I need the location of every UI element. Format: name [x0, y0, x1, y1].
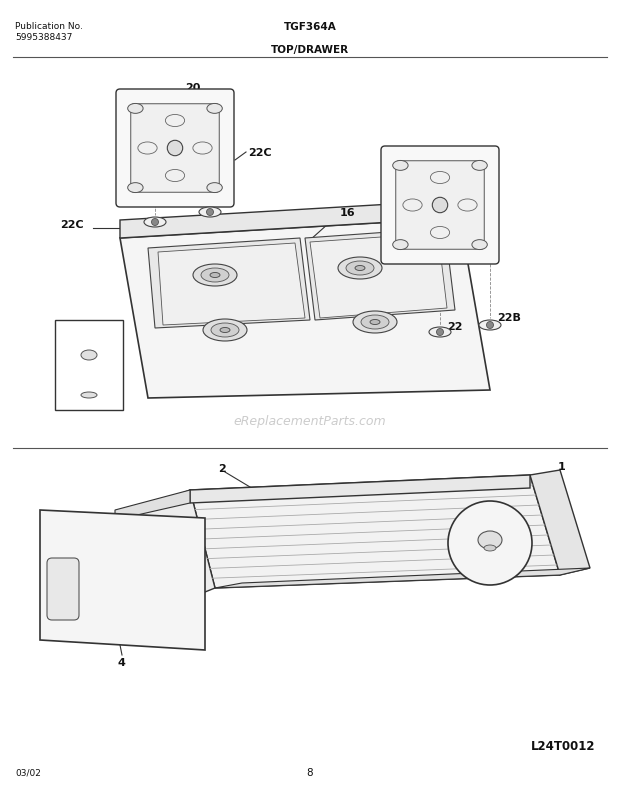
Polygon shape	[310, 233, 447, 318]
Bar	[55, 320, 123, 410]
Ellipse shape	[199, 207, 221, 217]
Polygon shape	[190, 475, 530, 503]
Text: 1: 1	[558, 462, 565, 472]
FancyBboxPatch shape	[116, 89, 234, 207]
Ellipse shape	[144, 217, 166, 227]
Circle shape	[448, 501, 532, 585]
Ellipse shape	[207, 182, 223, 193]
Text: 88: 88	[63, 325, 78, 335]
Text: 7: 7	[483, 562, 491, 572]
Text: TOP/DRAWER: TOP/DRAWER	[271, 45, 349, 55]
Ellipse shape	[392, 239, 408, 250]
Text: 22: 22	[447, 322, 463, 332]
Ellipse shape	[478, 531, 502, 549]
Text: 22B: 22B	[497, 313, 521, 323]
Polygon shape	[148, 238, 310, 328]
Text: 4: 4	[118, 658, 126, 668]
Ellipse shape	[361, 315, 389, 329]
Ellipse shape	[346, 261, 374, 275]
Text: L24T0012: L24T0012	[531, 740, 595, 753]
Ellipse shape	[370, 320, 380, 324]
Ellipse shape	[479, 320, 501, 330]
Ellipse shape	[353, 311, 397, 333]
Circle shape	[167, 140, 183, 155]
Circle shape	[436, 328, 443, 335]
Text: 20: 20	[185, 83, 200, 93]
Polygon shape	[40, 510, 205, 650]
Text: 22C: 22C	[248, 148, 272, 158]
Text: 5995388437: 5995388437	[15, 33, 73, 42]
Polygon shape	[115, 490, 215, 618]
Circle shape	[487, 321, 494, 328]
Ellipse shape	[484, 545, 496, 551]
Text: eReplacementParts.com: eReplacementParts.com	[234, 415, 386, 428]
Circle shape	[151, 219, 159, 225]
Polygon shape	[120, 200, 460, 238]
Text: 2: 2	[218, 464, 226, 474]
Ellipse shape	[128, 182, 143, 193]
Ellipse shape	[128, 103, 143, 113]
Circle shape	[432, 197, 448, 213]
Ellipse shape	[81, 392, 97, 398]
Polygon shape	[305, 228, 455, 320]
Text: 8: 8	[307, 768, 313, 778]
Ellipse shape	[338, 257, 382, 279]
FancyBboxPatch shape	[131, 104, 219, 192]
Ellipse shape	[201, 268, 229, 282]
Text: 03/02: 03/02	[15, 768, 41, 777]
FancyBboxPatch shape	[396, 161, 484, 249]
Text: Publication No.: Publication No.	[15, 22, 83, 31]
Ellipse shape	[193, 264, 237, 286]
Circle shape	[206, 209, 213, 216]
Ellipse shape	[220, 328, 230, 332]
Ellipse shape	[355, 266, 365, 270]
FancyBboxPatch shape	[47, 558, 79, 620]
Text: 16: 16	[340, 208, 356, 218]
Polygon shape	[530, 470, 590, 575]
Ellipse shape	[210, 273, 220, 278]
Ellipse shape	[81, 350, 97, 360]
Text: 20: 20	[410, 160, 425, 170]
Polygon shape	[115, 490, 190, 520]
Text: 22C: 22C	[60, 220, 84, 230]
Ellipse shape	[207, 103, 223, 113]
Ellipse shape	[472, 239, 487, 250]
Ellipse shape	[472, 160, 487, 170]
Ellipse shape	[211, 323, 239, 337]
Polygon shape	[158, 243, 305, 325]
Text: TGF364A: TGF364A	[283, 22, 337, 32]
Polygon shape	[120, 218, 490, 398]
FancyBboxPatch shape	[381, 146, 499, 264]
Ellipse shape	[392, 160, 408, 170]
Ellipse shape	[203, 319, 247, 341]
Ellipse shape	[429, 327, 451, 337]
Polygon shape	[215, 568, 590, 588]
Polygon shape	[190, 475, 560, 588]
